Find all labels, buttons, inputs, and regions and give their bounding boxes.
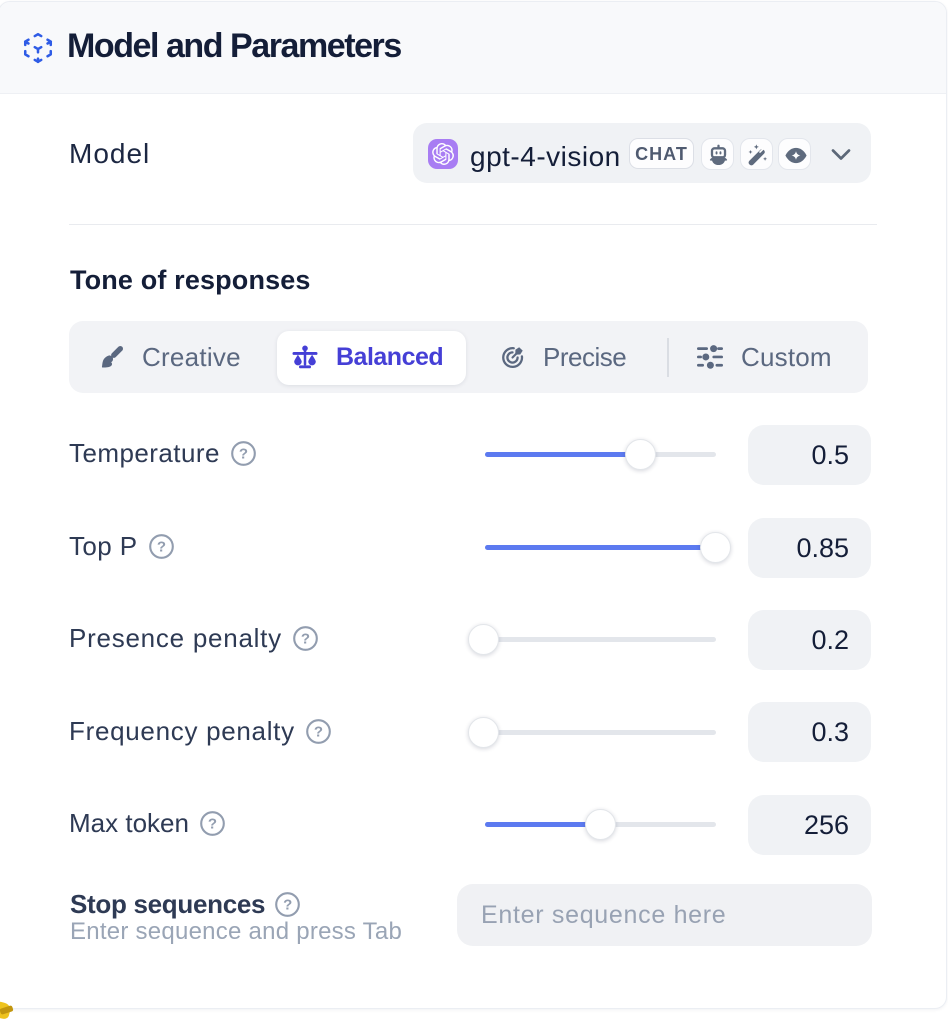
svg-text:?: ?	[208, 816, 217, 833]
svg-text:?: ?	[239, 446, 248, 463]
svg-text:?: ?	[156, 539, 165, 556]
svg-text:?: ?	[301, 631, 310, 648]
svg-text:?: ?	[314, 723, 323, 740]
svg-text:?: ?	[283, 897, 292, 914]
